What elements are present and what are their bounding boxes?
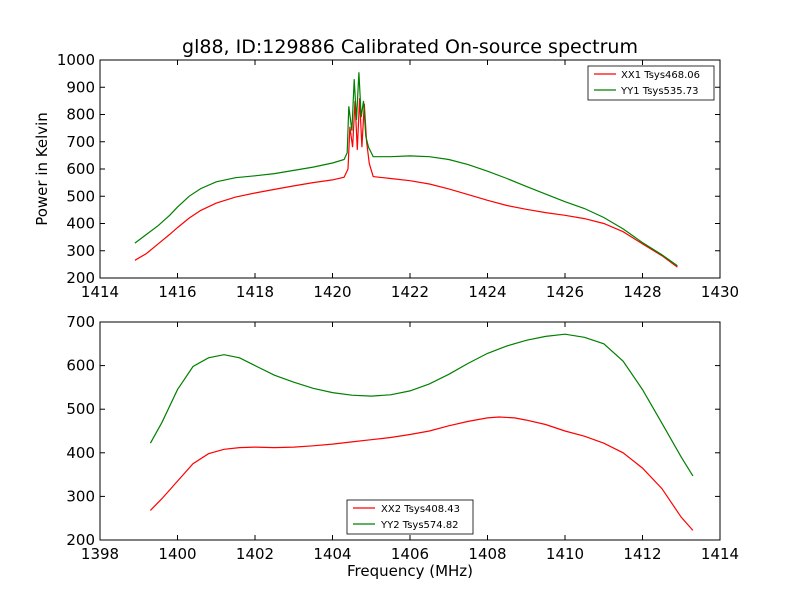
bottom-y-ticks: 200 300 400 500 600 700 — [66, 313, 720, 549]
y-tick-label: 200 — [66, 269, 95, 287]
bottom-series-lines — [149, 333, 694, 531]
series-line-yy1 — [134, 72, 678, 267]
y-tick-label: 300 — [66, 487, 95, 505]
x-tick-label: 1404 — [313, 545, 351, 563]
x-tick-label: 1400 — [158, 545, 196, 563]
legend-label-yy1: YY1 Tsys535.73 — [620, 86, 699, 97]
x-tick-label: 1414 — [81, 283, 119, 301]
bottom-legend-box — [346, 499, 474, 535]
y-tick-label: 1000 — [57, 51, 95, 69]
y-tick-label: 900 — [66, 78, 95, 96]
series-line-xx1 — [134, 98, 678, 268]
x-tick-label: 1410 — [546, 545, 584, 563]
y-tick-label: 300 — [66, 242, 95, 260]
chart-title: gl88, ID:129886 Calibrated On-source spe… — [182, 36, 638, 58]
x-tick-label: 1412 — [623, 545, 661, 563]
legend-label-xx1: XX1 Tsys468.06 — [621, 70, 700, 81]
series-line-yy2 — [149, 333, 694, 477]
x-tick-label: 1414 — [701, 545, 739, 563]
legend-label-yy2: YY2 Tsys574.82 — [380, 520, 459, 531]
y-tick-label: 400 — [66, 215, 95, 233]
series-line-xx2 — [149, 416, 694, 531]
bottom-legend: XX2 Tsys408.43 YY2 Tsys574.82 — [346, 499, 474, 535]
x-tick-label: 1426 — [546, 283, 584, 301]
x-tick-label: 1418 — [236, 283, 274, 301]
y-tick-label: 500 — [66, 400, 95, 418]
y-tick-label: 400 — [66, 444, 95, 462]
y-tick-label: 500 — [66, 187, 95, 205]
legend-label-xx2: XX2 Tsys408.43 — [381, 504, 460, 515]
bottom-x-axis-label: Frequency (MHz) — [347, 562, 473, 580]
x-tick-label: 1430 — [701, 283, 739, 301]
bottom-x-ticks: 1398 1400 1402 1404 1406 1408 1410 1412 1414 — [81, 322, 739, 563]
x-tick-label: 1428 — [623, 283, 661, 301]
x-tick-label: 1408 — [468, 545, 506, 563]
top-y-axis-label: Power in Kelvin — [33, 112, 51, 226]
bottom-plot: 1398 1400 1402 1404 1406 1408 1410 1412 1414 200… — [66, 313, 739, 580]
y-tick-label: 600 — [66, 160, 95, 178]
y-tick-label: 200 — [66, 531, 95, 549]
x-tick-label: 1398 — [81, 545, 119, 563]
x-tick-label: 1402 — [236, 545, 274, 563]
y-tick-label: 700 — [66, 313, 95, 331]
y-tick-label: 700 — [66, 133, 95, 151]
x-tick-label: 1422 — [391, 283, 429, 301]
x-tick-label: 1416 — [158, 283, 196, 301]
x-tick-label: 1420 — [313, 283, 351, 301]
top-legend-box — [587, 65, 715, 101]
x-tick-label: 1406 — [391, 545, 429, 563]
top-y-ticks: 200 300 400 500 600 700 800 900 1000 — [57, 51, 720, 287]
top-legend: XX1 Tsys468.06 YY1 Tsys535.73 — [587, 65, 715, 101]
top-series-lines — [134, 72, 678, 268]
y-tick-label: 800 — [66, 106, 95, 124]
top-plot: 1414 1416 1418 1420 1422 1424 1426 1428 1430 200… — [33, 51, 739, 301]
top-x-ticks: 1414 1416 1418 1420 1422 1424 1426 1428 1430 — [81, 60, 739, 301]
y-tick-label: 600 — [66, 357, 95, 375]
x-tick-label: 1424 — [468, 283, 506, 301]
